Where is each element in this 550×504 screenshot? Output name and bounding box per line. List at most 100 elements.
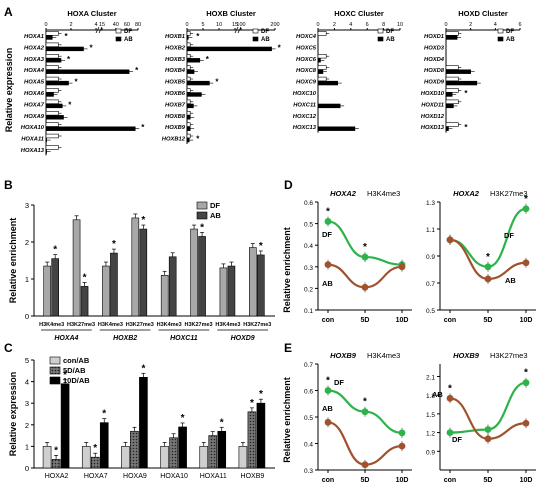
panel-a-tick-label: 2 [333,22,336,28]
panel-a-bar-df [445,65,459,70]
panel-c-legend-swatch-1 [49,366,61,375]
panel-e-right-xtick-label: con [444,477,456,484]
panel-b-bar-0 [160,274,169,317]
panel-a-legend-swatch-ab [115,36,122,42]
panel-c-ytick-label: 5 [25,356,29,365]
panel-d-right-xtick-label: 5D [484,317,493,324]
panel-b-ytick-label: 3 [25,201,29,210]
panel-a-tick-label: 10 [397,22,403,28]
panel-c-star: * [141,363,145,374]
panel-d-left-ytick-label: 0.2 [304,286,313,293]
panel-a-bar-ab [45,115,64,120]
panel-c-bar-1 [169,437,178,469]
panel-a-star: * [464,89,468,98]
panel-a-star: * [141,123,145,132]
panel-e-left-title-gene: HOXB9 [330,351,357,360]
panel-a-bar-ab [45,92,54,97]
panel-c-legend-label: con/AB [63,356,90,365]
panel-e-left-xtick-label: 5D [361,477,370,484]
panel-a-tick-label: 4 [349,22,352,28]
panel-a-bar-ab [45,35,53,40]
panel-a-bar-ab [45,69,130,74]
panel-c-legend-swatch-2 [49,376,61,385]
panel-c-bar-0 [160,446,169,469]
panel-e-left-xtick-label: 10D [396,477,409,484]
panel-a-bar-ab [445,35,458,40]
panel-a-bar-df [186,111,191,116]
panel-e-right-series-label-1: AB [432,390,443,399]
panel-a-legend-swatch-df [115,28,122,34]
panel-a-bar-df [45,88,59,93]
panel-a-bar-df [317,65,327,70]
panel-e-right-title-mark: H3K27me3 [490,351,528,360]
panel-a-bar-df [186,88,191,93]
panel-b-bar-1 [168,256,177,317]
panel-a-bar-df [45,53,59,59]
panel-d-right-point-1 [446,236,454,244]
panel-c-bar-0 [81,446,91,469]
panel-a-bar-ab [445,69,471,74]
panel-a-gene-label: HOXC6 [296,57,317,63]
panel-c-bar-1 [51,459,61,469]
panel-c-ytick-label: 1 [25,442,29,451]
panel-a-gene-label: HOXA13 [21,148,45,154]
panel-b-bar-0 [249,247,257,317]
panel-e-right-ytick-label: 0.9 [426,449,435,456]
panel-a-gene-label: HOXB4 [165,68,186,74]
panel-b-group-label: HOXB2 [113,335,137,342]
panel-a-gene-label: HOXB8 [165,114,186,120]
panel-e-right-xtick-label: 10D [520,477,533,484]
panel-b-group-label: HOXD9 [231,335,255,342]
panel-c-legend-label: 10D/AB [63,376,90,385]
panel-c-ylabel: Relative expression [8,372,18,457]
panel-a-bar-df [45,42,59,48]
panel-a-bar-df [45,76,59,82]
panel-a-star: * [215,78,219,87]
panel-a-bar-df [186,122,191,127]
panel-b-bar-1 [110,252,118,317]
panel-b-ytick-label: 2 [25,238,29,247]
panel-b-category: H3K27me3 [67,322,95,328]
panel-a-star: * [90,43,94,52]
panel-c-bar-2 [217,430,227,469]
panel-b-star: * [53,245,57,256]
panel-label-d: D [284,178,293,192]
panel-a-gene-label: HOXA6 [24,91,45,97]
panel-a-gene-label: HOXA2 [24,45,45,51]
panel-a-tick-label: 40 [113,22,119,28]
panel-c-category: HOXA2 [45,473,69,480]
panel-a-tick-label: 100 [236,22,245,28]
panel-a-legend-ab: AB [506,37,515,43]
panel-a-tick-label: 10 [216,22,222,28]
panel-a-bar-df [186,42,191,48]
panel-c-ytick-label: 2 [25,421,29,430]
panel-a-legend-df: DF [386,29,394,35]
panel-a-tick-label: 80 [135,22,141,28]
panel-b-bar-1 [139,228,148,317]
panel-c-bar-2 [60,383,70,469]
panel-a-gene-label: HOXB2 [165,45,186,51]
panel-b-bar-1 [80,286,89,317]
panel-a-tick-label: 6 [518,22,521,28]
panel-d-left-point-0 [361,253,369,261]
panel-a-bar-ab [45,80,69,86]
panel-b-star: * [200,222,204,233]
panel-b-star: * [112,239,116,250]
panel-c-bar-1 [130,430,139,469]
panel-d-left-series-label-1: AB [322,279,333,288]
panel-a-bar-df [186,65,191,70]
panel-c-star: * [220,417,224,428]
panel-a-tick-label: 15 [99,22,105,28]
panel-a-gene-label: HOXA5 [24,80,45,86]
panel-c-category: HOXA11 [200,473,227,480]
panel-c-ytick-label: 0 [25,464,29,473]
panel-a-gene-label: HOXB7 [165,102,186,108]
panel-a-gene-label: HOXD8 [424,68,445,74]
panel-d-right-xtick-label: con [444,317,456,324]
panel-d-right-xtick-label: 10D [520,317,533,324]
panel-a-bar-ab [186,46,272,52]
panel-a-star: * [68,100,72,109]
panel-a-bar-ab [45,126,136,131]
panel-label-b: B [4,178,13,192]
panel-e-right-series-label-0: DF [452,435,462,444]
